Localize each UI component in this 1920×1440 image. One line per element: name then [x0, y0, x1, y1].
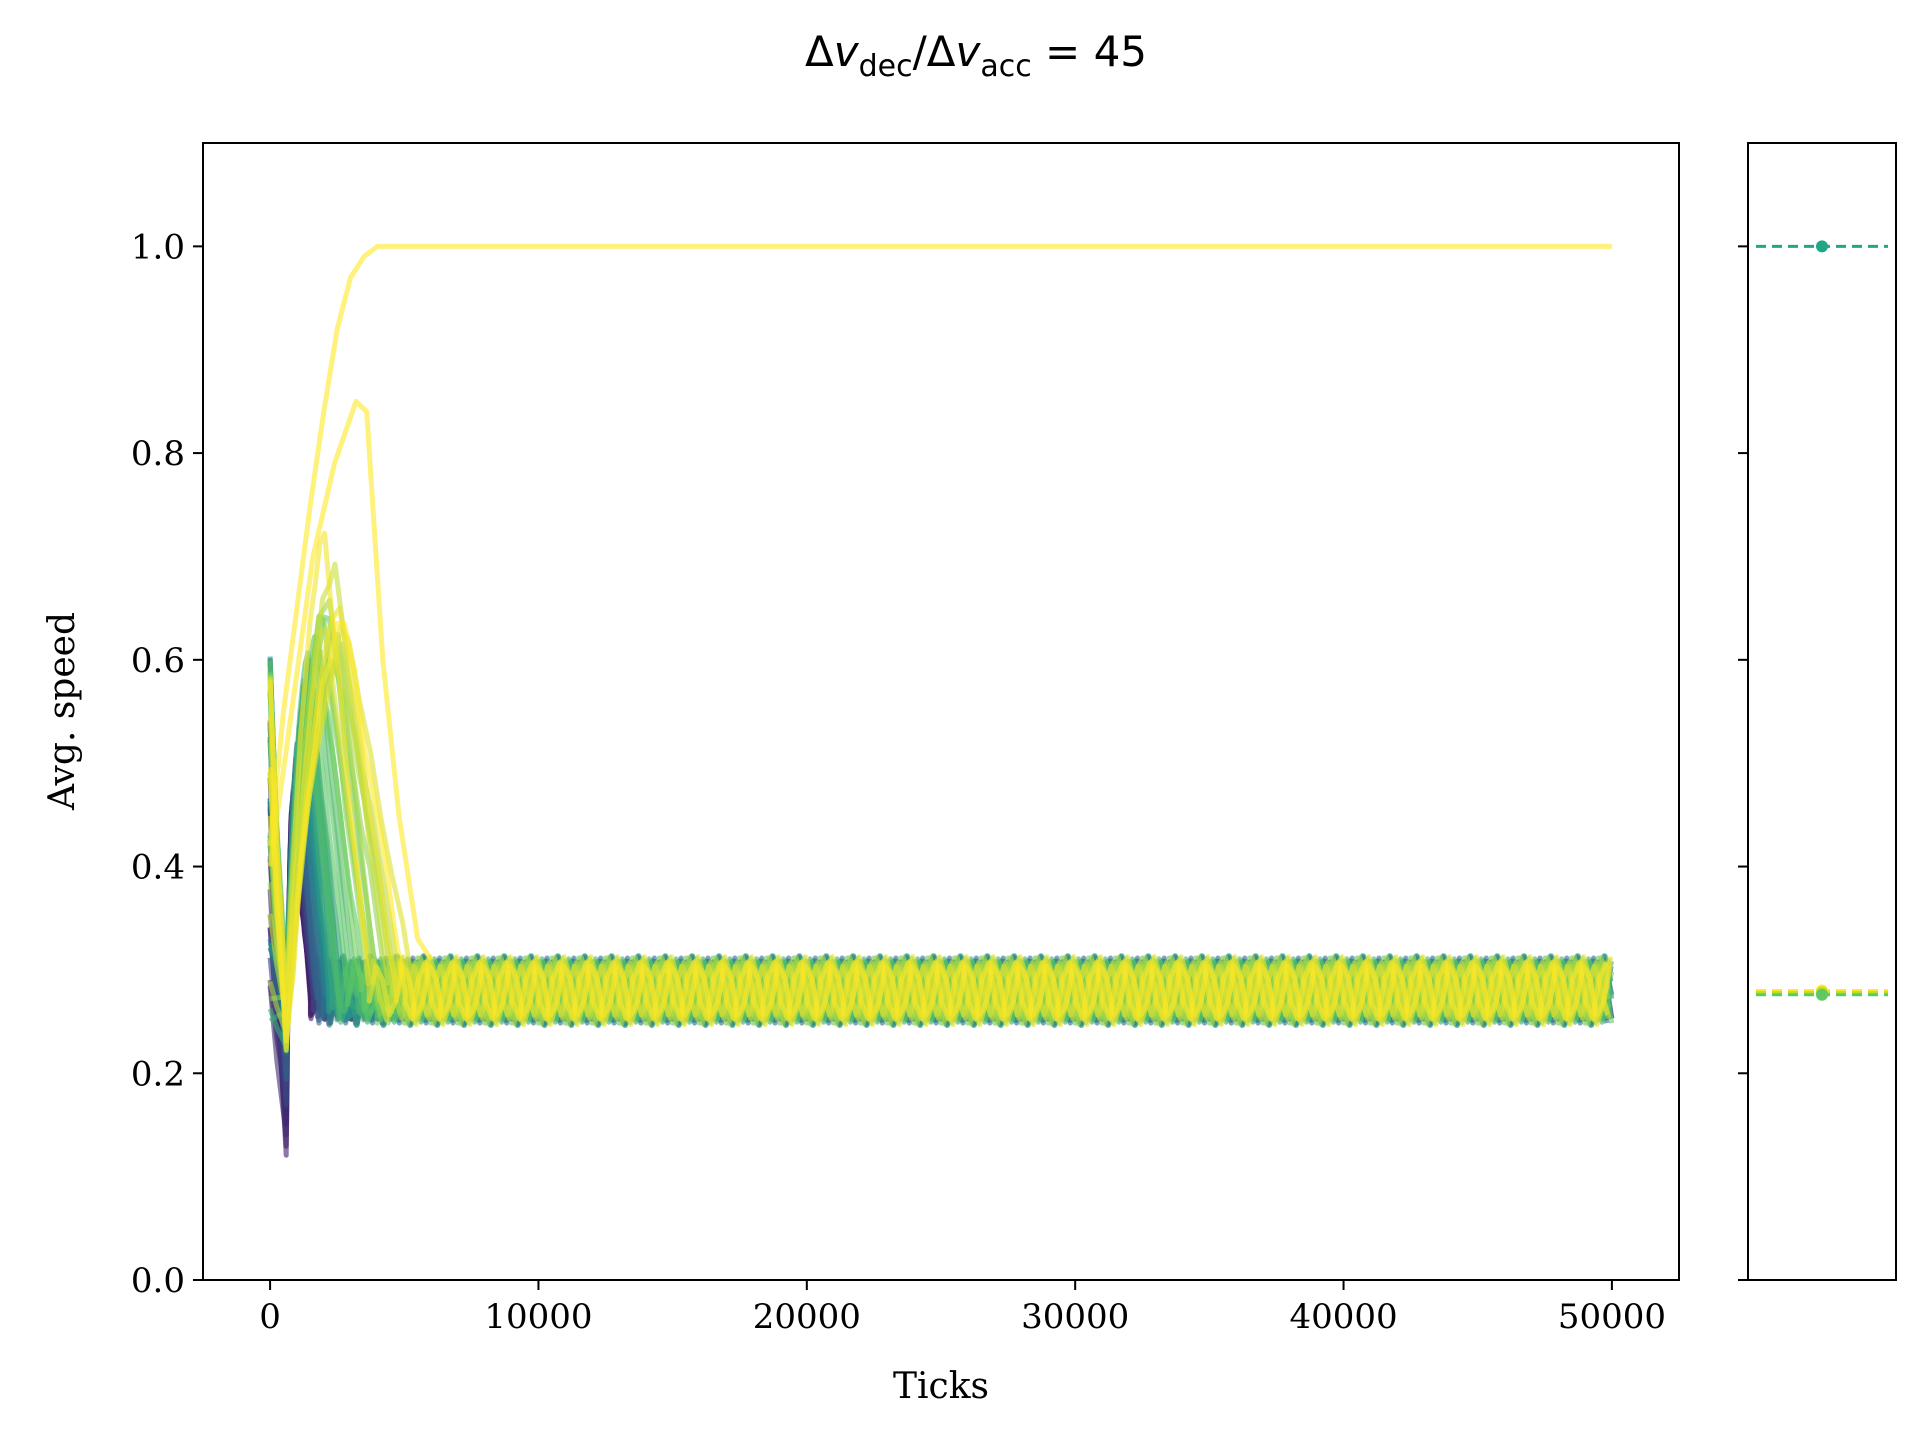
x-tick-label: 10000 — [484, 1297, 592, 1337]
side-axes — [1738, 245, 1748, 1281]
chart-title: Δvdec/Δvacc = 45 — [805, 27, 1147, 84]
speed-series-line — [267, 799, 1610, 1089]
speed-series-line — [267, 631, 1611, 1053]
x-axis-label: Ticks — [893, 1366, 989, 1407]
speed-series-line — [267, 530, 1613, 1018]
x-tick-label: 50000 — [1558, 1297, 1666, 1337]
x-tick-label: 0 — [259, 1297, 281, 1337]
speed-series-line — [267, 793, 1611, 1110]
speed-series-line — [267, 597, 1609, 1015]
y-tick-label: 0.4 — [131, 848, 185, 888]
speed-series-line — [267, 620, 1609, 1044]
side-point — [1816, 988, 1828, 1001]
speed-series-line — [267, 784, 1612, 1101]
y-tick-label: 1.0 — [131, 227, 185, 267]
speed-series-line — [267, 809, 1608, 1083]
x-tick-label: 40000 — [1289, 1297, 1397, 1337]
x-tick-label: 20000 — [753, 1297, 861, 1337]
side-plot-frame — [1747, 142, 1897, 1281]
main-plot-frame — [202, 142, 1680, 1281]
side-point — [1816, 240, 1828, 253]
y-axis-label: Avg. speed — [42, 612, 83, 811]
side-plot-marks — [1756, 240, 1888, 1001]
x-tick-label: 30000 — [1021, 1297, 1129, 1337]
speed-series-line — [267, 803, 1608, 1097]
y-tick-label: 0.6 — [131, 641, 185, 681]
main-axes: 0 10000 20000 30000 40000 50000 0.0 0.2 0.4 0.6 0.… — [131, 227, 1666, 1337]
speed-series-line — [267, 736, 1611, 1108]
speed-series-line — [267, 777, 1615, 1117]
y-tick-label: 0.8 — [131, 434, 185, 474]
speed-series-line — [267, 561, 1612, 1021]
speed-series-line-highlight — [267, 398, 434, 961]
main-plot-lines — [267, 243, 1615, 1158]
y-tick-label: 0.0 — [131, 1261, 185, 1301]
y-tick-label: 0.2 — [131, 1054, 185, 1094]
speed-series-line-highlight — [267, 243, 1612, 847]
